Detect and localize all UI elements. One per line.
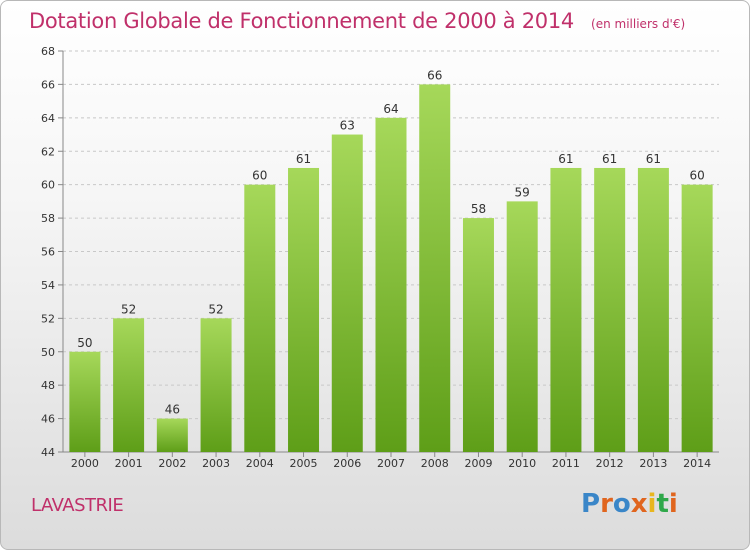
bar	[113, 318, 145, 452]
data-label: 50	[77, 336, 92, 350]
bar	[506, 201, 538, 452]
title-row: Dotation Globale de Fonctionnement de 20…	[29, 9, 685, 33]
bar	[637, 167, 669, 453]
data-label: 52	[208, 302, 223, 316]
x-tick-label: 2009	[464, 457, 492, 470]
data-label: 64	[383, 102, 398, 116]
bar	[681, 184, 713, 452]
logo-letter: t	[656, 489, 669, 519]
bar	[594, 167, 626, 453]
logo-letter: r	[600, 489, 613, 519]
logo-letter: i	[668, 489, 678, 519]
x-tick-label: 2011	[552, 457, 580, 470]
y-tick-label: 62	[41, 145, 55, 158]
data-label: 46	[165, 403, 180, 417]
y-tick-label: 44	[41, 446, 55, 459]
logo-letter: i	[647, 489, 657, 519]
data-label: 63	[340, 119, 355, 133]
bars	[69, 84, 713, 453]
y-tick-label: 68	[41, 45, 55, 58]
bar	[331, 134, 363, 452]
data-label: 61	[602, 152, 617, 166]
data-label: 58	[471, 202, 486, 216]
data-label: 59	[515, 185, 530, 199]
logo-letter: P	[581, 489, 601, 519]
bar	[550, 167, 582, 453]
proxiti-logo[interactable]: Proxiti	[581, 489, 678, 519]
y-tick-label: 60	[41, 179, 55, 192]
y-tick-label: 66	[41, 78, 55, 91]
data-labels: 50 52 46 52 60 61 63 64 66 58 59 61 61 61 60	[77, 68, 705, 416]
data-label: 60	[689, 169, 704, 183]
x-tick-label: 2008	[421, 457, 449, 470]
data-label: 60	[252, 169, 267, 183]
x-tick-label: 2002	[158, 457, 186, 470]
y-tick-label: 54	[41, 279, 55, 292]
bar	[462, 218, 494, 452]
data-label: 61	[296, 152, 311, 166]
x-tick-label: 2000	[71, 457, 99, 470]
logo-letter: o	[612, 489, 631, 519]
x-tick-label: 2003	[202, 457, 230, 470]
data-label: 66	[427, 68, 442, 82]
chart-subtitle: (en milliers d'€)	[591, 17, 686, 31]
y-tick-label: 58	[41, 212, 55, 225]
bar	[69, 351, 101, 452]
logo-letter: x	[630, 489, 648, 519]
bar	[200, 318, 232, 452]
y-tick-label: 46	[41, 413, 55, 426]
y-tick-label: 48	[41, 379, 55, 392]
data-label: 61	[646, 152, 661, 166]
x-tick-label: 2007	[377, 457, 405, 470]
data-label: 61	[558, 152, 573, 166]
y-tick-label: 64	[41, 112, 55, 125]
city-name: LAVASTRIE	[31, 495, 124, 516]
chart-title: Dotation Globale de Fonctionnement de 20…	[29, 9, 574, 33]
data-label: 52	[121, 302, 136, 316]
x-tick-label: 2001	[115, 457, 143, 470]
x-tick-label: 2010	[508, 457, 536, 470]
x-tick-label: 2014	[683, 457, 711, 470]
x-tick-label: 2005	[290, 457, 318, 470]
y-tick-label: 52	[41, 312, 55, 325]
x-tick-label: 2012	[596, 457, 624, 470]
y-tick-label: 56	[41, 246, 55, 259]
bar	[156, 418, 188, 452]
bar	[419, 84, 451, 453]
y-tick-label: 50	[41, 346, 55, 359]
x-tick-label: 2004	[246, 457, 274, 470]
bar	[244, 184, 276, 452]
bar	[288, 167, 320, 453]
x-tick-label: 2006	[333, 457, 361, 470]
bar	[375, 117, 407, 452]
x-tick-label: 2013	[639, 457, 667, 470]
